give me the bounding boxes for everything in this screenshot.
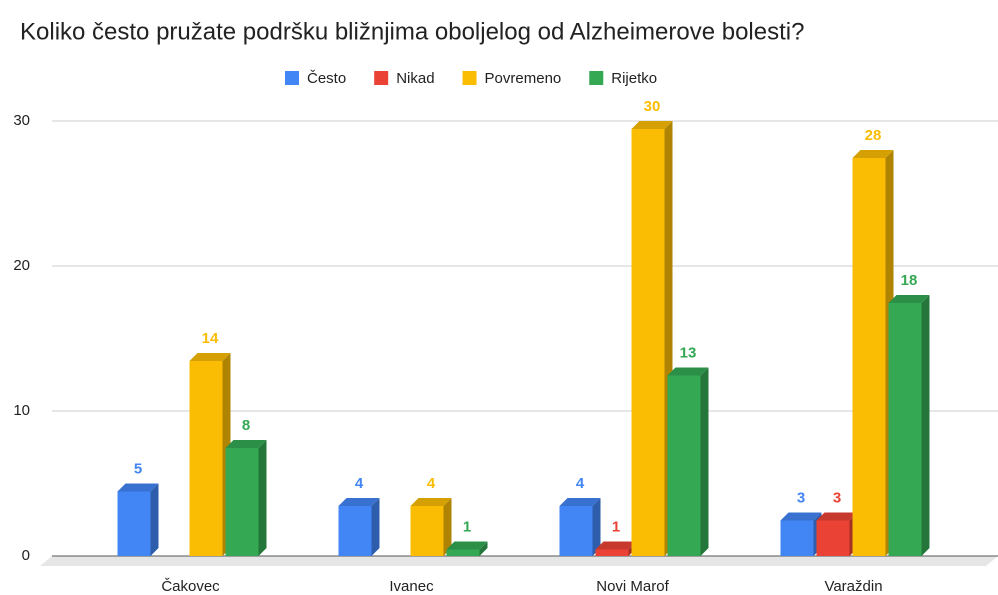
bar (559, 498, 601, 556)
data-label: 3 (833, 489, 841, 506)
data-label: 14 (202, 330, 219, 347)
data-label: 8 (242, 417, 250, 434)
data-label: 4 (576, 475, 585, 492)
x-tick-label: Novi Marof (596, 578, 669, 595)
bar (446, 541, 488, 556)
y-tick-label: 10 (13, 402, 30, 419)
bar (780, 512, 822, 556)
legend-label: Često (307, 70, 346, 87)
chart-title: Koliko često pružate podršku bližnjima o… (20, 18, 804, 45)
legend-label: Povremeno (485, 70, 562, 87)
bar (338, 498, 380, 556)
bar (888, 295, 930, 556)
data-label: 13 (680, 344, 697, 361)
x-tick-label: Varaždin (824, 578, 882, 595)
x-tick-label: Ivanec (389, 578, 434, 595)
y-tick-label: 20 (13, 257, 30, 274)
legend-label: Rijetko (611, 70, 657, 87)
data-label: 1 (463, 518, 471, 535)
data-label: 4 (355, 475, 364, 492)
legend-label: Nikad (396, 70, 434, 87)
bar (816, 512, 858, 556)
bar (410, 498, 452, 556)
legend-swatch (374, 71, 389, 85)
y-tick-label: 30 (13, 112, 30, 129)
bar (852, 150, 894, 556)
bar (117, 483, 159, 556)
data-label: 3 (797, 489, 805, 506)
bar (225, 440, 267, 556)
data-label: 1 (612, 518, 620, 535)
y-tick-label: 0 (22, 547, 30, 564)
floor (40, 556, 998, 566)
data-label: 4 (427, 475, 436, 492)
bar (667, 367, 709, 556)
data-label: 30 (644, 98, 661, 115)
bar (189, 353, 231, 556)
bar (595, 541, 637, 556)
x-tick-label: Čakovec (161, 578, 220, 595)
legend-swatch (285, 71, 299, 85)
legend-swatch (589, 71, 604, 85)
legend-swatch (462, 71, 477, 85)
data-label: 5 (134, 460, 142, 477)
bar (631, 121, 673, 556)
data-label: 18 (901, 272, 918, 289)
data-label: 28 (865, 127, 882, 144)
